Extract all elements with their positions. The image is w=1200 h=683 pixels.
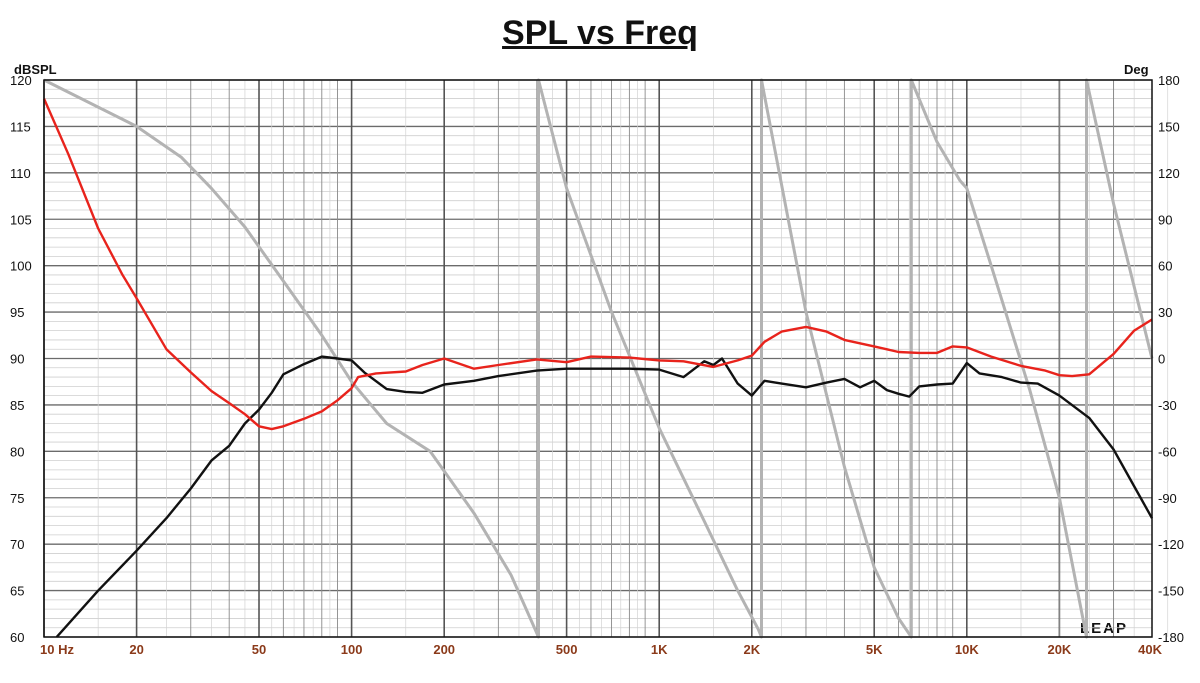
x-tick-label: 100	[341, 642, 363, 657]
left-axis-label: dBSPL	[14, 62, 57, 77]
y-left-tick-label: 75	[10, 491, 24, 506]
y-left-tick-label: 100	[10, 259, 32, 274]
x-tick-label: 50	[252, 642, 266, 657]
y-right-tick-label: 90	[1158, 212, 1172, 227]
spl-curve	[42, 98, 1153, 431]
y-left-tick-label: 105	[10, 212, 32, 227]
plot-frame	[43, 79, 1153, 638]
y-left-tick-label: 85	[10, 398, 24, 413]
chart-title: SPL vs Freq	[502, 14, 698, 52]
y-right-tick-label: 150	[1158, 119, 1180, 134]
x-tick-label: 40K	[1138, 642, 1162, 657]
y-left-tick-label: 90	[10, 352, 24, 367]
x-tick-label: 200	[433, 642, 455, 657]
y-right-tick-label: -30	[1158, 398, 1177, 413]
y-left-tick-label: 120	[10, 73, 32, 88]
y-left-tick-label: 60	[10, 630, 24, 645]
leap-logo: LEAP	[1080, 620, 1129, 637]
x-tick-label: 2K	[743, 642, 760, 657]
right-axis-label: Deg	[1124, 62, 1149, 77]
x-tick-label: 1K	[651, 642, 668, 657]
x-tick-label: 10K	[955, 642, 979, 657]
series-lines	[42, 78, 1154, 639]
y-left-tick-label: 95	[10, 305, 24, 320]
x-tick-label: 20	[129, 642, 143, 657]
y-right-tick-label: 0	[1158, 352, 1165, 367]
tick-labels: 120 115 110 105 100 95 90 85 80 75 70 65 60 180 150 120…	[10, 73, 1184, 657]
y-right-tick-label: -60	[1158, 444, 1177, 459]
x-tick-label: 10 Hz	[40, 642, 74, 657]
grid	[43, 79, 1169, 638]
y-right-tick-label: -180	[1158, 630, 1184, 645]
x-tick-label: 5K	[866, 642, 883, 657]
y-right-tick-label: 30	[1158, 305, 1172, 320]
phase-curve	[43, 78, 1154, 639]
y-right-tick-label: -150	[1158, 584, 1184, 599]
y-right-tick-label: -120	[1158, 537, 1184, 552]
y-left-tick-label: 115	[10, 119, 31, 134]
y-left-tick-label: 70	[10, 537, 24, 552]
x-tick-label: 500	[556, 642, 578, 657]
y-left-tick-label: 110	[10, 166, 31, 181]
x-tick-label: 20K	[1047, 642, 1071, 657]
y-right-tick-label: 120	[1158, 166, 1180, 181]
y-left-tick-label: 80	[10, 444, 24, 459]
y-right-tick-label: -90	[1158, 491, 1177, 506]
y-left-tick-label: 65	[10, 584, 24, 599]
y-right-tick-label: 60	[1158, 259, 1172, 274]
y-right-tick-label: 180	[1158, 73, 1180, 88]
spl-curve-secondary	[55, 355, 1154, 638]
